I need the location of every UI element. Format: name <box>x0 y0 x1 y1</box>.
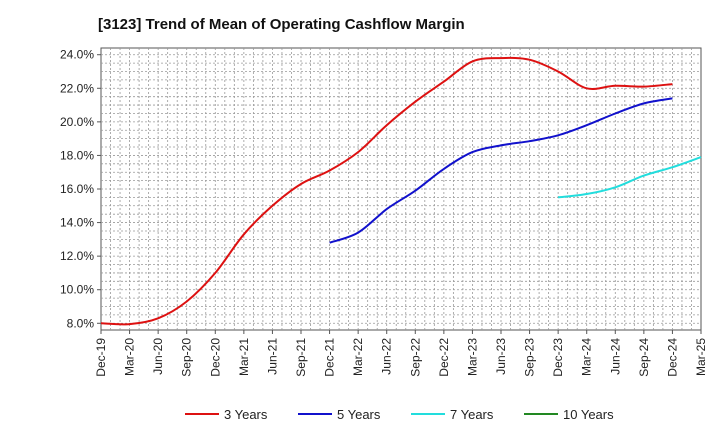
x-tick-label: Dec-24 <box>665 338 679 377</box>
series-lines <box>100 56 702 326</box>
legend-label-5-years: 5 Years <box>337 407 381 422</box>
x-axis: Dec-19 Mar-20 Jun-20 Sep-20 Dec-20 Mar-21 Jun-… <box>94 330 708 377</box>
y-tick-label: 24.0% <box>60 48 94 62</box>
x-tick-label: Mar-22 <box>351 338 365 376</box>
y-axis: 8.0% 10.0% 12.0% 14.0% 16.0% 18.0% 20.0% 22.0% 2… <box>60 48 101 330</box>
y-tick-label: 22.0% <box>60 81 94 95</box>
y-tick-label: 10.0% <box>60 283 94 297</box>
x-tick-label: Jun-23 <box>494 338 508 375</box>
x-tick-label: Dec-21 <box>323 338 337 377</box>
x-tick-label: Dec-19 <box>94 338 108 377</box>
x-tick-label: Jun-20 <box>151 338 165 375</box>
grid <box>101 48 701 330</box>
y-tick-label: 12.0% <box>60 249 94 263</box>
x-tick-label: Sep-22 <box>408 338 422 377</box>
legend-label-3-years: 3 Years <box>224 407 268 422</box>
y-tick-label: 16.0% <box>60 182 94 196</box>
x-tick-label: Sep-21 <box>294 338 308 377</box>
x-tick-label: Mar-23 <box>465 338 479 376</box>
x-tick-label: Jun-24 <box>608 338 622 375</box>
series-line-5-years <box>329 97 673 244</box>
y-tick-label: 8.0% <box>67 316 95 330</box>
series-line-7-years <box>557 156 702 199</box>
legend-label-7-years: 7 Years <box>450 407 494 422</box>
x-tick-label: Jun-22 <box>380 338 394 375</box>
x-tick-label: Mar-21 <box>237 338 251 376</box>
x-tick-label: Dec-20 <box>208 338 222 377</box>
y-tick-label: 14.0% <box>60 216 94 230</box>
legend-label-10-years: 10 Years <box>563 407 614 422</box>
x-tick-label: Sep-20 <box>180 338 194 377</box>
legend: 3 Years 5 Years 7 Years 10 Years <box>185 407 614 422</box>
x-tick-label: Jun-21 <box>265 338 279 375</box>
chart-title: [3123] Trend of Mean of Operating Cashfl… <box>98 16 465 33</box>
x-tick-label: Sep-23 <box>523 338 537 377</box>
x-tick-label: Mar-24 <box>580 338 594 376</box>
x-tick-label: Mar-25 <box>694 338 708 376</box>
x-tick-label: Dec-23 <box>551 338 565 377</box>
x-tick-label: Dec-22 <box>437 338 451 377</box>
y-tick-label: 20.0% <box>60 115 94 129</box>
x-tick-label: Mar-20 <box>123 338 137 376</box>
y-tick-label: 18.0% <box>60 148 94 162</box>
x-tick-label: Sep-24 <box>637 338 651 377</box>
series-line-3-years <box>100 56 673 326</box>
